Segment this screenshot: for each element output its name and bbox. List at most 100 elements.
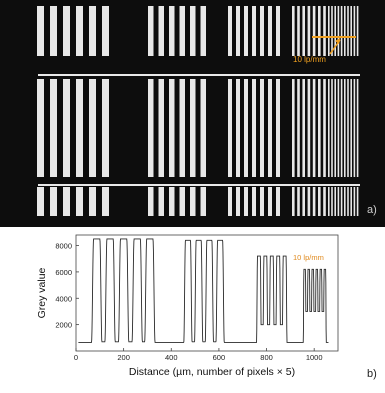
pattern-bar [169, 6, 175, 56]
plot-frame [75, 234, 339, 352]
pattern-bar [318, 79, 321, 177]
pattern-bar [158, 79, 164, 177]
pattern-bar [331, 79, 333, 177]
pattern-bar [347, 79, 349, 177]
pattern-bar [276, 79, 280, 177]
pattern-bar [353, 79, 356, 177]
pattern-bar [340, 6, 343, 56]
pattern-bar [292, 187, 295, 216]
pattern-bar [268, 79, 272, 177]
pattern-bar [331, 6, 333, 56]
pattern-bar [236, 187, 240, 216]
separator-line [38, 184, 360, 186]
pattern-bar [200, 187, 206, 216]
x-tick-label: 1000 [306, 353, 323, 362]
pattern-bar [328, 79, 330, 177]
pattern-bar [350, 79, 352, 177]
pattern-bar [228, 79, 232, 177]
pattern-bar [63, 79, 70, 177]
pattern-bar [260, 79, 264, 177]
pattern-bar [340, 79, 343, 177]
pattern-bar [158, 6, 164, 56]
pattern-bar [169, 79, 175, 177]
pattern-bar [334, 6, 336, 56]
pattern-bar [260, 6, 264, 56]
y-tick-label: 2000 [55, 321, 72, 330]
pattern-bar [334, 79, 336, 177]
x-tick-label: 800 [260, 353, 273, 362]
pattern-bar [323, 79, 326, 177]
profile-series-line [78, 238, 329, 343]
pattern-bar [328, 6, 330, 56]
pattern-bar [356, 187, 359, 216]
pattern-bar [89, 6, 96, 56]
y-tick-label: 6000 [55, 268, 72, 277]
pattern-bar [63, 6, 70, 56]
pattern-bar [302, 79, 305, 177]
pattern-bar [344, 6, 346, 56]
pattern-bar [268, 6, 272, 56]
pattern-bar [268, 187, 272, 216]
pattern-bar [307, 79, 311, 177]
pattern-bar [50, 6, 57, 56]
pattern-bar [331, 187, 333, 216]
x-axis-label: Distance (µm, number of pixels × 5) [129, 366, 295, 378]
separator-line [38, 74, 360, 76]
pattern-bar [344, 79, 346, 177]
pattern-bar [337, 79, 340, 177]
pattern-bar [89, 187, 96, 216]
pattern-bar [312, 187, 316, 216]
pattern-bar [236, 6, 240, 56]
pattern-bar [340, 187, 343, 216]
pattern-bar [337, 187, 340, 216]
pattern-bar [102, 187, 109, 216]
pattern-bar [179, 6, 185, 56]
profile-chart-svg: 2000 4000 6000 8000 0 200 400 600 800 1000 10 lp/m… [36, 234, 377, 380]
pattern-bar [323, 187, 326, 216]
pattern-bar [50, 187, 57, 216]
pattern-bar [337, 6, 340, 56]
pattern-bar [228, 6, 232, 56]
pattern-bar [102, 79, 109, 177]
pattern-bar [190, 6, 196, 56]
pattern-bar [236, 79, 240, 177]
pattern-bar [347, 187, 349, 216]
pattern-bar [76, 187, 83, 216]
pattern-bar [276, 187, 280, 216]
pattern-bar [347, 6, 349, 56]
pattern-bar [148, 6, 154, 56]
pattern-bar [252, 6, 256, 56]
pattern-bar [102, 6, 109, 56]
pattern-bar [312, 6, 316, 56]
pattern-bar [353, 6, 356, 56]
pattern-bar [302, 187, 305, 216]
pattern-bar [37, 79, 44, 177]
pattern-bar [190, 79, 196, 177]
x-tick-label: 400 [165, 353, 178, 362]
pattern-bar [334, 187, 336, 216]
pattern-bar [244, 79, 248, 177]
pattern-bar [328, 187, 330, 216]
test-pattern-image: 10 lp/mm a) [0, 0, 385, 227]
pattern-bar [179, 79, 185, 177]
pattern-bar [350, 6, 352, 56]
pattern-bar [353, 187, 356, 216]
pattern-bar [158, 187, 164, 216]
pattern-bar [244, 187, 248, 216]
pattern-bar [276, 6, 280, 56]
pattern-bar [63, 187, 70, 216]
y-axis-label: Grey value [36, 267, 48, 318]
pattern-bar [307, 6, 311, 56]
pattern-bar [350, 187, 352, 216]
pattern-bar [297, 6, 300, 56]
annotation-10lpmm: 10 lp/mm [293, 253, 324, 262]
pattern-bar [37, 187, 44, 216]
pattern-bar [228, 187, 232, 216]
annotation-arrowhead [335, 38, 340, 44]
x-tick-label: 200 [117, 353, 130, 362]
pattern-bar [297, 187, 300, 216]
pattern-bar [318, 6, 321, 56]
pattern-bar [76, 6, 83, 56]
pattern-bar [76, 79, 83, 177]
x-tick-label: 0 [74, 353, 78, 362]
